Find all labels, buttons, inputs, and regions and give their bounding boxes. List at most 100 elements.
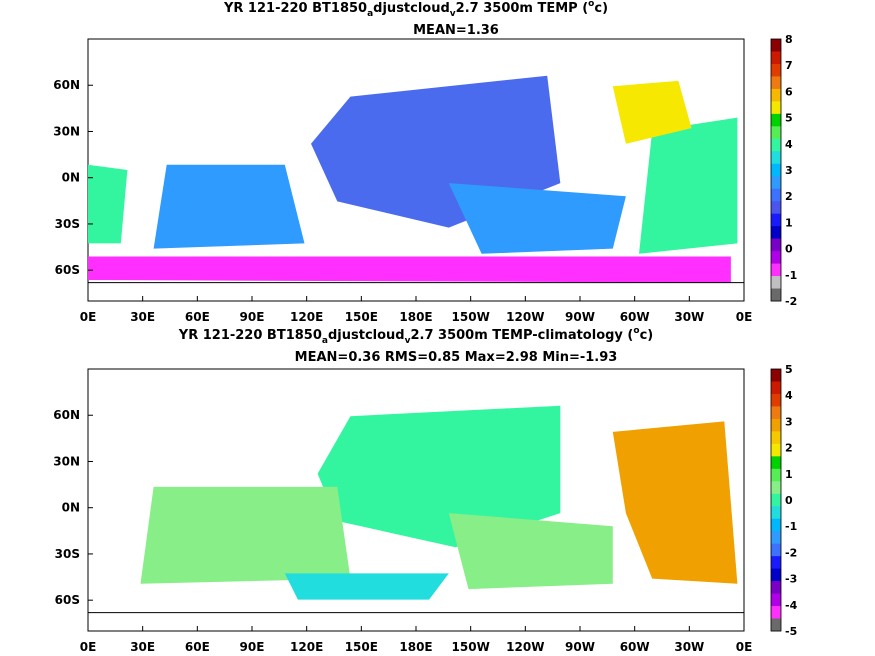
colorbar-swatch [771, 581, 781, 595]
colorbar-swatch [771, 493, 781, 507]
colorbar-swatch [771, 263, 781, 277]
colorbar-swatch [771, 381, 781, 395]
y-tick-label: 30N [53, 124, 80, 138]
colorbar-swatch [771, 593, 781, 607]
panel-subtitle: MEAN=1.36 [413, 23, 499, 38]
x-tick-label: 0E [736, 640, 753, 654]
x-tick-label: 60W [620, 310, 650, 324]
region-fill-indian [140, 486, 351, 584]
colorbar-swatch [771, 456, 781, 470]
colorbar-label: 2 [785, 442, 793, 455]
x-tick-label: 60E [185, 310, 210, 324]
colorbar-swatch [771, 88, 781, 102]
x-tick-label: 90E [240, 640, 265, 654]
colorbar-swatch [771, 63, 781, 77]
colorbar-label: 8 [785, 33, 793, 46]
x-tick-label: 0E [80, 640, 97, 654]
x-tick-label: 30E [130, 640, 155, 654]
colorbar-label: -2 [785, 295, 797, 308]
x-tick-label: 150W [452, 310, 490, 324]
region-fill-atlantic [612, 421, 738, 584]
x-tick-label: 30E [130, 310, 155, 324]
y-tick-label: 30N [53, 454, 80, 468]
colorbar-swatch [771, 531, 781, 545]
x-tick-label: 0E [80, 310, 97, 324]
panel-title: YR 121-220 BT1850adjustcloudv2.7 3500m T… [178, 326, 653, 346]
x-tick-label: 150E [345, 310, 378, 324]
region-fill-indian [448, 513, 613, 590]
y-tick-label: 60N [53, 78, 80, 92]
panel-1: YR 121-220 BT1850adjustcloudv2.7 3500m T… [53, 0, 797, 324]
x-tick-label: 180E [399, 310, 432, 324]
colorbar-label: 4 [785, 138, 793, 151]
x-tick-label: 150W [452, 640, 490, 654]
x-tick-label: 30W [674, 310, 704, 324]
y-tick-label: 30S [55, 217, 80, 231]
x-tick-label: 90W [565, 640, 595, 654]
colorbar-swatch [771, 543, 781, 557]
colorbar-swatch [771, 251, 781, 265]
colorbar-label: -3 [785, 573, 797, 586]
colorbar-swatch [771, 176, 781, 190]
region-fill-indian [448, 183, 626, 254]
colorbar-label: 7 [785, 59, 793, 72]
colorbar-swatch [771, 288, 781, 302]
y-tick-label: 0N [62, 171, 80, 185]
colorbar-swatch [771, 76, 781, 90]
colorbar-label: 1 [785, 468, 793, 481]
x-tick-label: 60E [185, 640, 210, 654]
x-tick-label: 90E [240, 310, 265, 324]
colorbar-frame [770, 38, 782, 302]
colorbar-swatch [771, 431, 781, 445]
x-tick-label: 180E [399, 640, 432, 654]
region-fill-indian [153, 164, 305, 249]
region-fill-pacific [317, 405, 561, 548]
colorbar-swatch [771, 238, 781, 252]
colorbar-swatch [771, 443, 781, 457]
colorbar-label: 3 [785, 164, 793, 177]
colorbar-swatch [771, 568, 781, 582]
colorbar-swatch [771, 51, 781, 65]
colorbar-swatch [771, 418, 781, 432]
colorbar-label: 4 [785, 389, 793, 402]
colorbar-swatch [771, 518, 781, 532]
colorbar-swatch [771, 126, 781, 140]
x-tick-label: 150E [345, 640, 378, 654]
colorbar-swatch [771, 606, 781, 620]
colorbar-label: -4 [785, 599, 798, 612]
x-tick-label: 90W [565, 310, 595, 324]
colorbar-swatch [771, 188, 781, 202]
colorbar-swatch [771, 369, 781, 382]
panel-title: YR 121-220 BT1850adjustcloudv2.7 3500m T… [223, 0, 608, 19]
region-fill-north-atlantic [612, 80, 692, 144]
colorbar-swatch [771, 393, 781, 407]
region-fill-atlantic [88, 164, 128, 244]
x-tick-label: 0E [736, 310, 753, 324]
colorbar-swatch [771, 468, 781, 482]
x-tick-label: 120E [290, 310, 323, 324]
colorbar-label: -1 [785, 520, 797, 533]
panel-subtitle: MEAN=0.36 RMS=0.85 Max=2.98 Min=-1.93 [295, 350, 618, 365]
colorbar-label: 5 [785, 112, 793, 125]
region-fill-southern [88, 256, 731, 283]
colorbar-swatch [771, 163, 781, 177]
colorbar-swatch [771, 101, 781, 115]
colorbar-swatch [771, 556, 781, 570]
colorbar-swatch [771, 406, 781, 420]
x-tick-label: 60W [620, 640, 650, 654]
colorbar-swatch [771, 138, 781, 152]
x-tick-label: 120E [290, 640, 323, 654]
colorbar-frame [770, 368, 782, 632]
colorbar-swatch [771, 113, 781, 127]
y-tick-label: 60N [53, 408, 80, 422]
colorbar-swatch [771, 39, 781, 52]
colorbar-swatch [771, 506, 781, 520]
x-tick-label: 120W [506, 640, 544, 654]
colorbar-swatch [771, 618, 781, 632]
region-fill-southern [284, 573, 449, 600]
colorbar-label: 2 [785, 190, 793, 203]
colorbar-swatch [771, 151, 781, 165]
panel-2: YR 121-220 BT1850adjustcloudv2.7 3500m T… [53, 326, 797, 654]
x-tick-label: 120W [506, 310, 544, 324]
colorbar-label: 0 [785, 243, 793, 256]
